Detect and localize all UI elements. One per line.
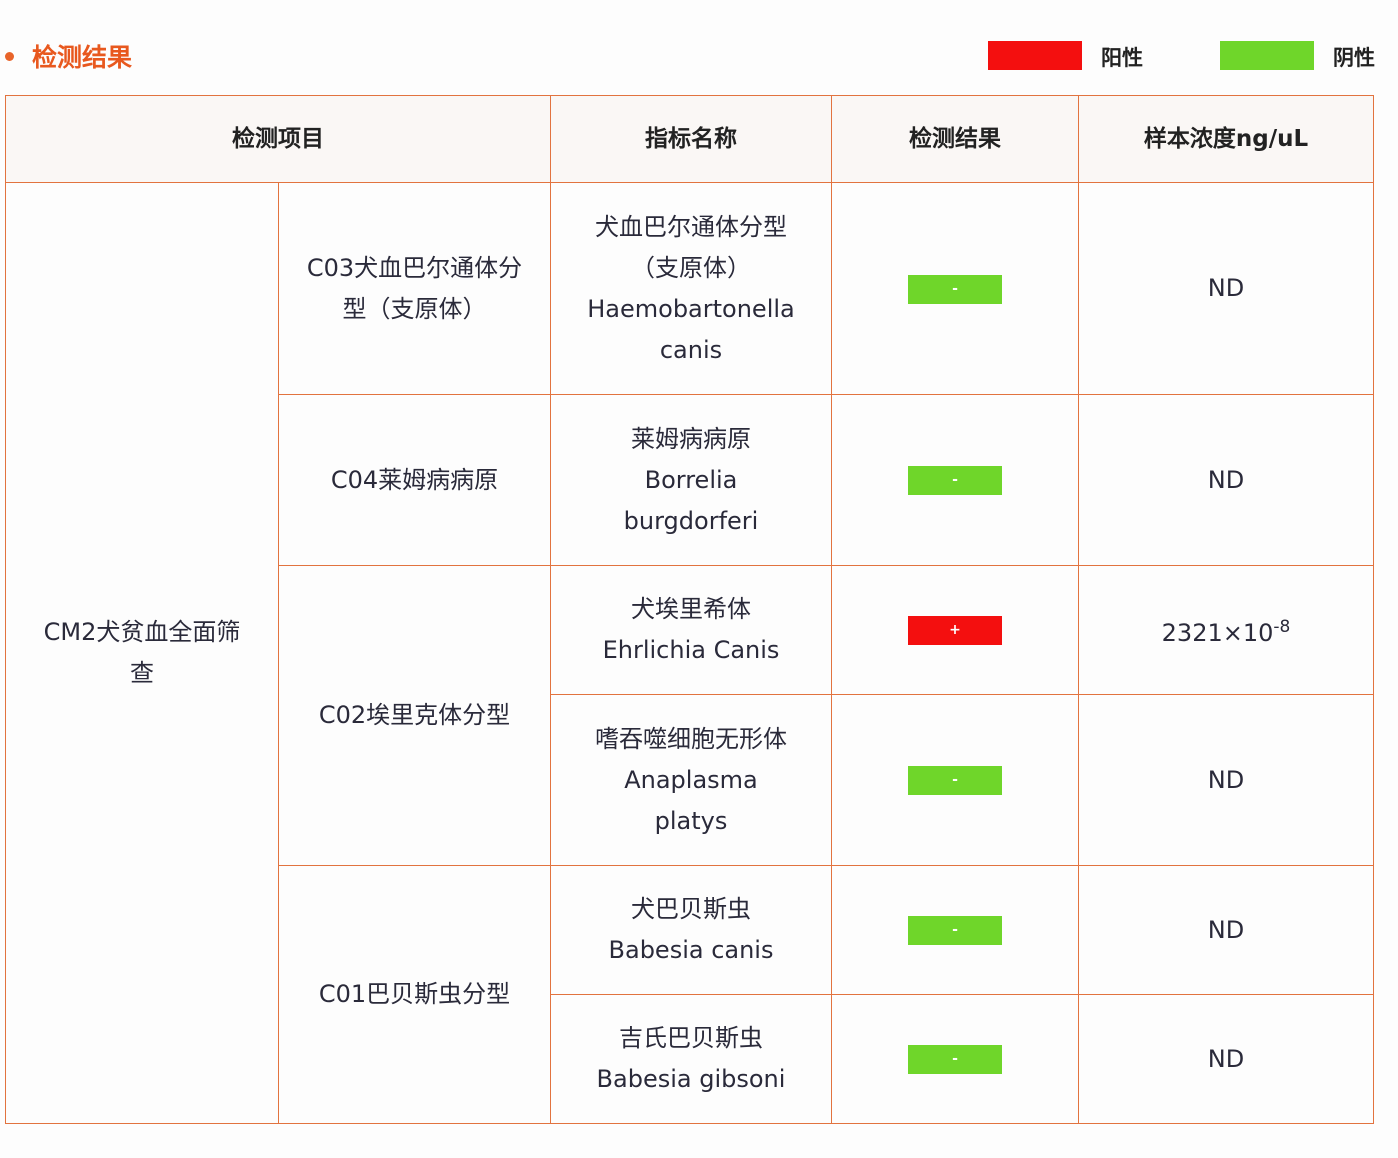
section-title: 检测结果 (32, 43, 133, 72)
col-header-result: 检测结果 (831, 95, 1079, 183)
table-row: C04莱姆病病原 莱姆病病原 Borrelia burgdorferi - ND (6, 394, 1374, 566)
col-header-item: 检测项目 (5, 95, 551, 183)
col-header-concentration: 样本浓度ng/uL (1078, 95, 1374, 183)
indicator-en: Anaplasma platys (624, 765, 758, 835)
negative-badge: - (908, 1045, 1002, 1074)
table-row: 嗜吞噬细胞无形体 Anaplasma platys - ND (6, 694, 1374, 866)
indicator-name: 吉氏巴贝斯虫 Babesia gibsoni (550, 994, 832, 1124)
indicator-cn: 犬巴贝斯虫 (631, 895, 751, 923)
indicator-en: Haemobartonella canis (587, 294, 795, 364)
indicator-cn: 莱姆病病原 (631, 424, 751, 453)
indicator-en: Babesia gibsoni (596, 1065, 786, 1093)
legend-positive-label: 阳性 (1101, 46, 1143, 70)
results-table: 检测项目 指标名称 检测结果 样本浓度ng/uL CM2犬贫血全面筛查 C03犬… (5, 95, 1374, 1124)
negative-badge: - (908, 274, 1002, 304)
legend-negative-swatch (1220, 41, 1314, 70)
concentration: ND (1078, 394, 1374, 566)
concentration: ND (1078, 994, 1374, 1124)
negative-badge: - (908, 766, 1002, 795)
table-row: C02埃里克体分型 犬埃里希体 Ehrlichia Canis + 2321×10… (6, 565, 1374, 866)
concentration: 2321×10-8 (1078, 565, 1374, 695)
result-cell: - (831, 865, 1079, 995)
table-row: 吉氏巴贝斯虫 Babesia gibsoni - ND (6, 994, 1374, 1124)
group-name: C04莱姆病病原 (278, 394, 551, 566)
indicator-cn: 吉氏巴贝斯虫 (619, 1024, 763, 1052)
indicator-cn: 犬血巴尔通体分型（支原体） (595, 212, 787, 282)
concentration-value: 2321×10 (1161, 618, 1274, 647)
concentration: ND (1078, 865, 1374, 995)
col-header-indicator: 指标名称 (550, 95, 832, 183)
group-name: C02埃里克体分型 (278, 565, 551, 866)
concentration: ND (1078, 694, 1374, 866)
group-name: C03犬血巴尔通体分型（支原体） (278, 182, 551, 395)
indicator-name: 犬埃里希体 Ehrlichia Canis (550, 565, 832, 695)
result-cell: - (831, 394, 1079, 566)
result-cell: - (831, 694, 1079, 866)
indicator-en: Ehrlichia Canis (602, 636, 780, 664)
indicator-en: Babesia canis (608, 936, 774, 964)
bullet-icon (5, 52, 14, 61)
concentration: ND (1078, 182, 1374, 395)
indicator-cn: 犬埃里希体 (631, 595, 751, 623)
positive-badge: + (908, 616, 1002, 645)
table-row: C01巴贝斯虫分型 犬巴贝斯虫 Babesia canis - ND (6, 865, 1374, 1124)
result-cell: - (831, 182, 1079, 395)
legend-negative-label: 阴性 (1333, 46, 1375, 70)
legend-positive-swatch (988, 41, 1082, 70)
indicator-name: 犬巴贝斯虫 Babesia canis (550, 865, 832, 995)
concentration-exponent: -8 (1273, 616, 1291, 637)
indicator-name: 嗜吞噬细胞无形体 Anaplasma platys (550, 694, 832, 866)
indicator-name: 莱姆病病原 Borrelia burgdorferi (550, 394, 832, 566)
table-row: CM2犬贫血全面筛查 C03犬血巴尔通体分型（支原体） 犬血巴尔通体分型（支原体… (5, 182, 1374, 1124)
table-header-row: 检测项目 指标名称 检测结果 样本浓度ng/uL (5, 95, 1374, 183)
section-header: 检测结果 阳性 阴性 (0, 30, 1398, 80)
negative-badge: - (908, 916, 1002, 945)
panel-name: CM2犬贫血全面筛查 (5, 182, 279, 1124)
indicator-en: Borrelia burgdorferi (623, 465, 759, 535)
result-cell: - (831, 994, 1079, 1124)
group-name: C01巴贝斯虫分型 (278, 865, 551, 1124)
indicator-name: 犬血巴尔通体分型（支原体） Haemobartonella canis (550, 182, 832, 395)
result-cell: + (831, 565, 1079, 695)
indicator-cn: 嗜吞噬细胞无形体 (595, 724, 787, 753)
negative-badge: - (908, 466, 1002, 495)
